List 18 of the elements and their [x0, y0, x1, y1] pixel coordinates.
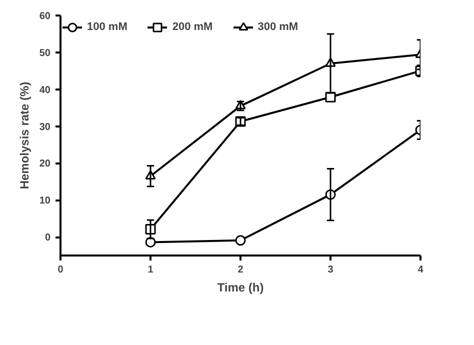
x-axis-title: Time (h) [217, 280, 264, 294]
y-tick-label: 20 [39, 158, 51, 170]
x-tick-label: 2 [238, 264, 244, 276]
x-tick-label: 3 [328, 264, 334, 276]
point [235, 235, 246, 246]
x-tick-label: 0 [58, 264, 64, 276]
legend-label: 300 mM [258, 21, 298, 33]
y-tick-label: 40 [39, 84, 51, 96]
y-axis-title: Hemolysis rate (%) [17, 82, 32, 190]
y-tick-label: 60 [39, 11, 51, 22]
x-tick-label: 1 [148, 264, 154, 276]
y-tick-label: 30 [39, 122, 51, 133]
y-tick-label: 10 [39, 196, 51, 207]
y-tick-label: 50 [39, 48, 51, 59]
legend-label: 100 mM [87, 21, 128, 33]
y-tick-label: 0 [44, 232, 51, 244]
x-tick-label: 4 [418, 264, 424, 276]
legend-label: 200 mM [172, 21, 213, 33]
